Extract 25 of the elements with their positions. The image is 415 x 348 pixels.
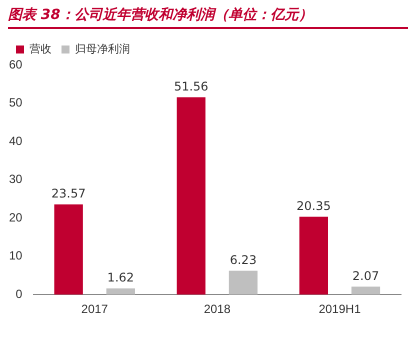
- y-tick-label: 40: [8, 134, 23, 148]
- data-label: 23.57: [51, 186, 86, 201]
- y-tick-label: 30: [8, 172, 23, 186]
- x-tick-label: 2018: [204, 302, 231, 316]
- y-tick-label: 50: [8, 96, 23, 110]
- y-tick-label: 0: [16, 286, 23, 301]
- bar: [351, 286, 380, 295]
- data-label: 1.62: [107, 270, 134, 285]
- y-tick-label: 60: [8, 57, 23, 72]
- bar: [54, 204, 83, 295]
- bar: [228, 270, 258, 295]
- y-tick-label: 10: [8, 248, 23, 263]
- bar: [106, 288, 135, 295]
- data-label: 2.07: [352, 268, 380, 283]
- data-label: 20.35: [296, 198, 331, 213]
- x-tick-label: 2019H1: [318, 302, 362, 316]
- data-label: 51.56: [174, 79, 208, 94]
- legend-label: 营收: [30, 42, 52, 56]
- data-label: 6.23: [230, 252, 257, 267]
- x-tick-label: 2017: [81, 302, 108, 316]
- bar: [176, 97, 206, 295]
- bar: [299, 216, 328, 295]
- legend-label: 归母净利润: [75, 42, 130, 56]
- y-tick-label: 20: [8, 210, 23, 224]
- chart-title: 图表 38：公司近年营收和净利润（单位：亿元）: [8, 6, 408, 29]
